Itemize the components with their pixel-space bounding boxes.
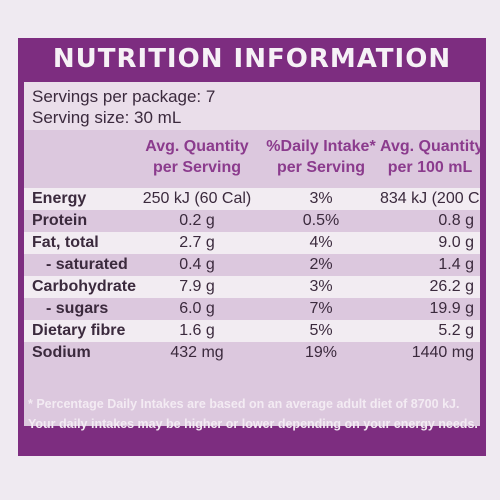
table-row-fat-total: Fat, total 2.7 g 4% 9.0 g (24, 232, 480, 254)
row-label: Protein (32, 212, 88, 229)
label-title: NUTRITION INFORMATION (52, 44, 452, 74)
row-value-daily-intake: 0.5% (302, 212, 340, 229)
row-value-daily-intake: 7% (309, 300, 333, 317)
row-value-daily-intake: 4% (309, 234, 333, 251)
row-value-daily-intake: 2% (309, 256, 333, 273)
table-row-sugars: - sugars 6.0 g 7% 19.9 g (24, 298, 480, 320)
row-label: Dietary fibre (32, 322, 126, 339)
row-value-per-100ml: 1.4 g (438, 256, 474, 273)
row-value-per-100ml: 1440 mg (411, 344, 474, 361)
row-value-per-serving: 0.4 g (179, 256, 215, 273)
row-value-per-100ml: 834 kJ (200 Cal) (380, 190, 480, 207)
column-header-daily-intake: %Daily Intake* per Serving (266, 138, 376, 176)
table-row-carbohydrate: Carbohydrate 7.9 g 3% 26.2 g (24, 276, 480, 298)
row-label: Energy (32, 190, 87, 207)
row-value-per-100ml: 9.0 g (438, 234, 474, 251)
row-value-daily-intake: 3% (309, 190, 333, 207)
row-value-daily-intake: 5% (309, 322, 333, 339)
row-value-daily-intake: 3% (309, 278, 333, 295)
row-value-per-100ml: 0.8 g (438, 212, 474, 229)
daily-intake-footnote: * Percentage Daily Intakes are based on … (28, 397, 478, 431)
row-label: Fat, total (32, 234, 99, 251)
row-value-per-serving: 6.0 g (179, 300, 215, 317)
table-row-saturated: - saturated 0.4 g 2% 1.4 g (24, 254, 480, 276)
row-value-per-100ml: 26.2 g (429, 278, 474, 295)
row-label: Sodium (32, 344, 91, 361)
row-value-per-serving: 250 kJ (60 Cal) (142, 190, 252, 207)
table-row-sodium: Sodium 432 mg 19% 1440 mg (24, 342, 480, 364)
table-row-energy: Energy 250 kJ (60 Cal) 3% 834 kJ (200 Ca… (24, 188, 480, 210)
nutrition-panel: Servings per package: 7 Serving size: 30… (24, 82, 480, 426)
column-header-avg-100ml: Avg. Quantity per 100 mL (380, 138, 480, 176)
table-row-dietary-fibre: Dietary fibre 1.6 g 5% 5.2 g (24, 320, 480, 342)
row-value-per-100ml: 5.2 g (438, 322, 474, 339)
servings-per-package: Servings per package: 7 (32, 87, 216, 106)
row-value-per-serving: 432 mg (170, 344, 224, 361)
servings-info: Servings per package: 7 Serving size: 30… (24, 82, 480, 130)
row-value-per-serving: 7.9 g (179, 278, 215, 295)
row-value-daily-intake: 19% (304, 344, 338, 361)
row-label: Carbohydrate (32, 278, 137, 295)
row-value-per-100ml: 19.9 g (429, 300, 474, 317)
serving-size: Serving size: 30 mL (32, 108, 182, 127)
row-label: - sugars (46, 300, 109, 317)
row-value-per-serving: 1.6 g (179, 322, 215, 339)
table-row-protein: Protein 0.2 g 0.5% 0.8 g (24, 210, 480, 232)
nutrition-label: NUTRITION INFORMATION Servings per packa… (18, 38, 486, 456)
column-header-avg-serving: Avg. Quantity per Serving (145, 138, 249, 176)
row-value-per-serving: 0.2 g (179, 212, 215, 229)
row-value-per-serving: 2.7 g (179, 234, 215, 251)
row-label: - saturated (46, 256, 128, 273)
